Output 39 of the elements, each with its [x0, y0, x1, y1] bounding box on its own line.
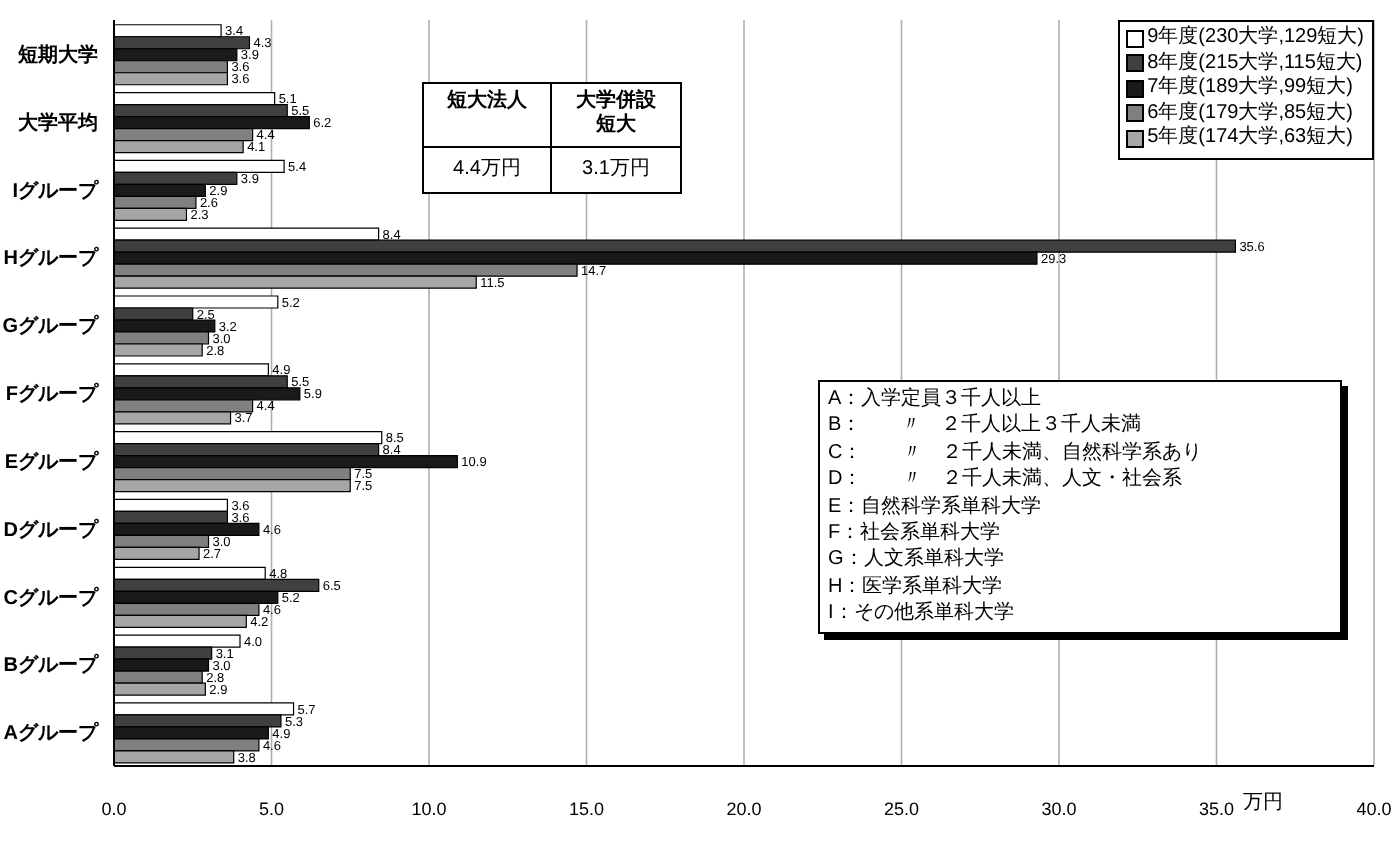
annotation: F：社会系単科大学	[828, 520, 1003, 547]
legend-label: 8年度(215大学,115短大)	[1147, 51, 1363, 75]
annotation: E：自然科学系単科大学	[828, 493, 1044, 521]
annotation: I：その他系単科大学	[828, 600, 1016, 628]
annotation: 4.4万円	[453, 158, 521, 182]
annotation: D： 〃 ２千人未満、人文・社会系	[828, 466, 1185, 494]
x-tick-label: 0.0	[101, 798, 127, 819]
annotation: 大学併設短大	[574, 90, 658, 138]
x-tick-label: 40.0	[1356, 798, 1392, 819]
x-tick-label: 10.0	[411, 798, 447, 819]
x-tick-label: 15.0	[568, 798, 605, 819]
y-tick-label: Hグループ	[3, 246, 100, 271]
y-tick-label: Aグループ	[3, 721, 100, 746]
legend-label: 7年度(189大学,99短大)	[1147, 76, 1353, 101]
y-tick-label: Bグループ	[3, 653, 100, 678]
legend-label: 9年度(230大学,129短大)	[1147, 26, 1364, 51]
legend-label: 6年度(179大学,85短大)	[1147, 101, 1353, 125]
legend-label: 5年度(174大学,63短大)	[1147, 126, 1353, 151]
x-tick-label: 20.0	[726, 798, 762, 819]
y-tick-label: Fグループ	[5, 382, 100, 407]
x-tick-label: 5.0	[258, 798, 285, 819]
annotation: H：医学系単科大学	[828, 573, 1005, 601]
annotation: A：入学定員３千人以上	[828, 386, 1044, 413]
x-axis-title: 万円	[1243, 792, 1284, 814]
y-tick-label: Gグループ	[2, 314, 100, 339]
y-tick-label: Iグループ	[12, 178, 100, 203]
annotation: B： 〃 ２千人以上３千人未満	[828, 412, 1144, 440]
x-tick-label: 30.0	[1041, 798, 1077, 819]
y-tick-label: 大学平均	[16, 110, 98, 135]
x-tick-label: 25.0	[883, 798, 920, 819]
annotation: C： 〃 ２千人未満、自然科学系あり	[828, 439, 1205, 467]
annotation: 3.1万円	[582, 158, 650, 182]
annotation: G：人文系単科大学	[828, 546, 1006, 574]
x-tick-label: 35.0	[1198, 798, 1235, 819]
y-tick-label: Cグループ	[3, 585, 100, 610]
y-tick-label: Dグループ	[3, 517, 100, 542]
annotation: 短大法人	[447, 90, 527, 114]
y-tick-label: 短期大学	[16, 43, 98, 68]
y-tick-label: Eグループ	[4, 449, 100, 474]
